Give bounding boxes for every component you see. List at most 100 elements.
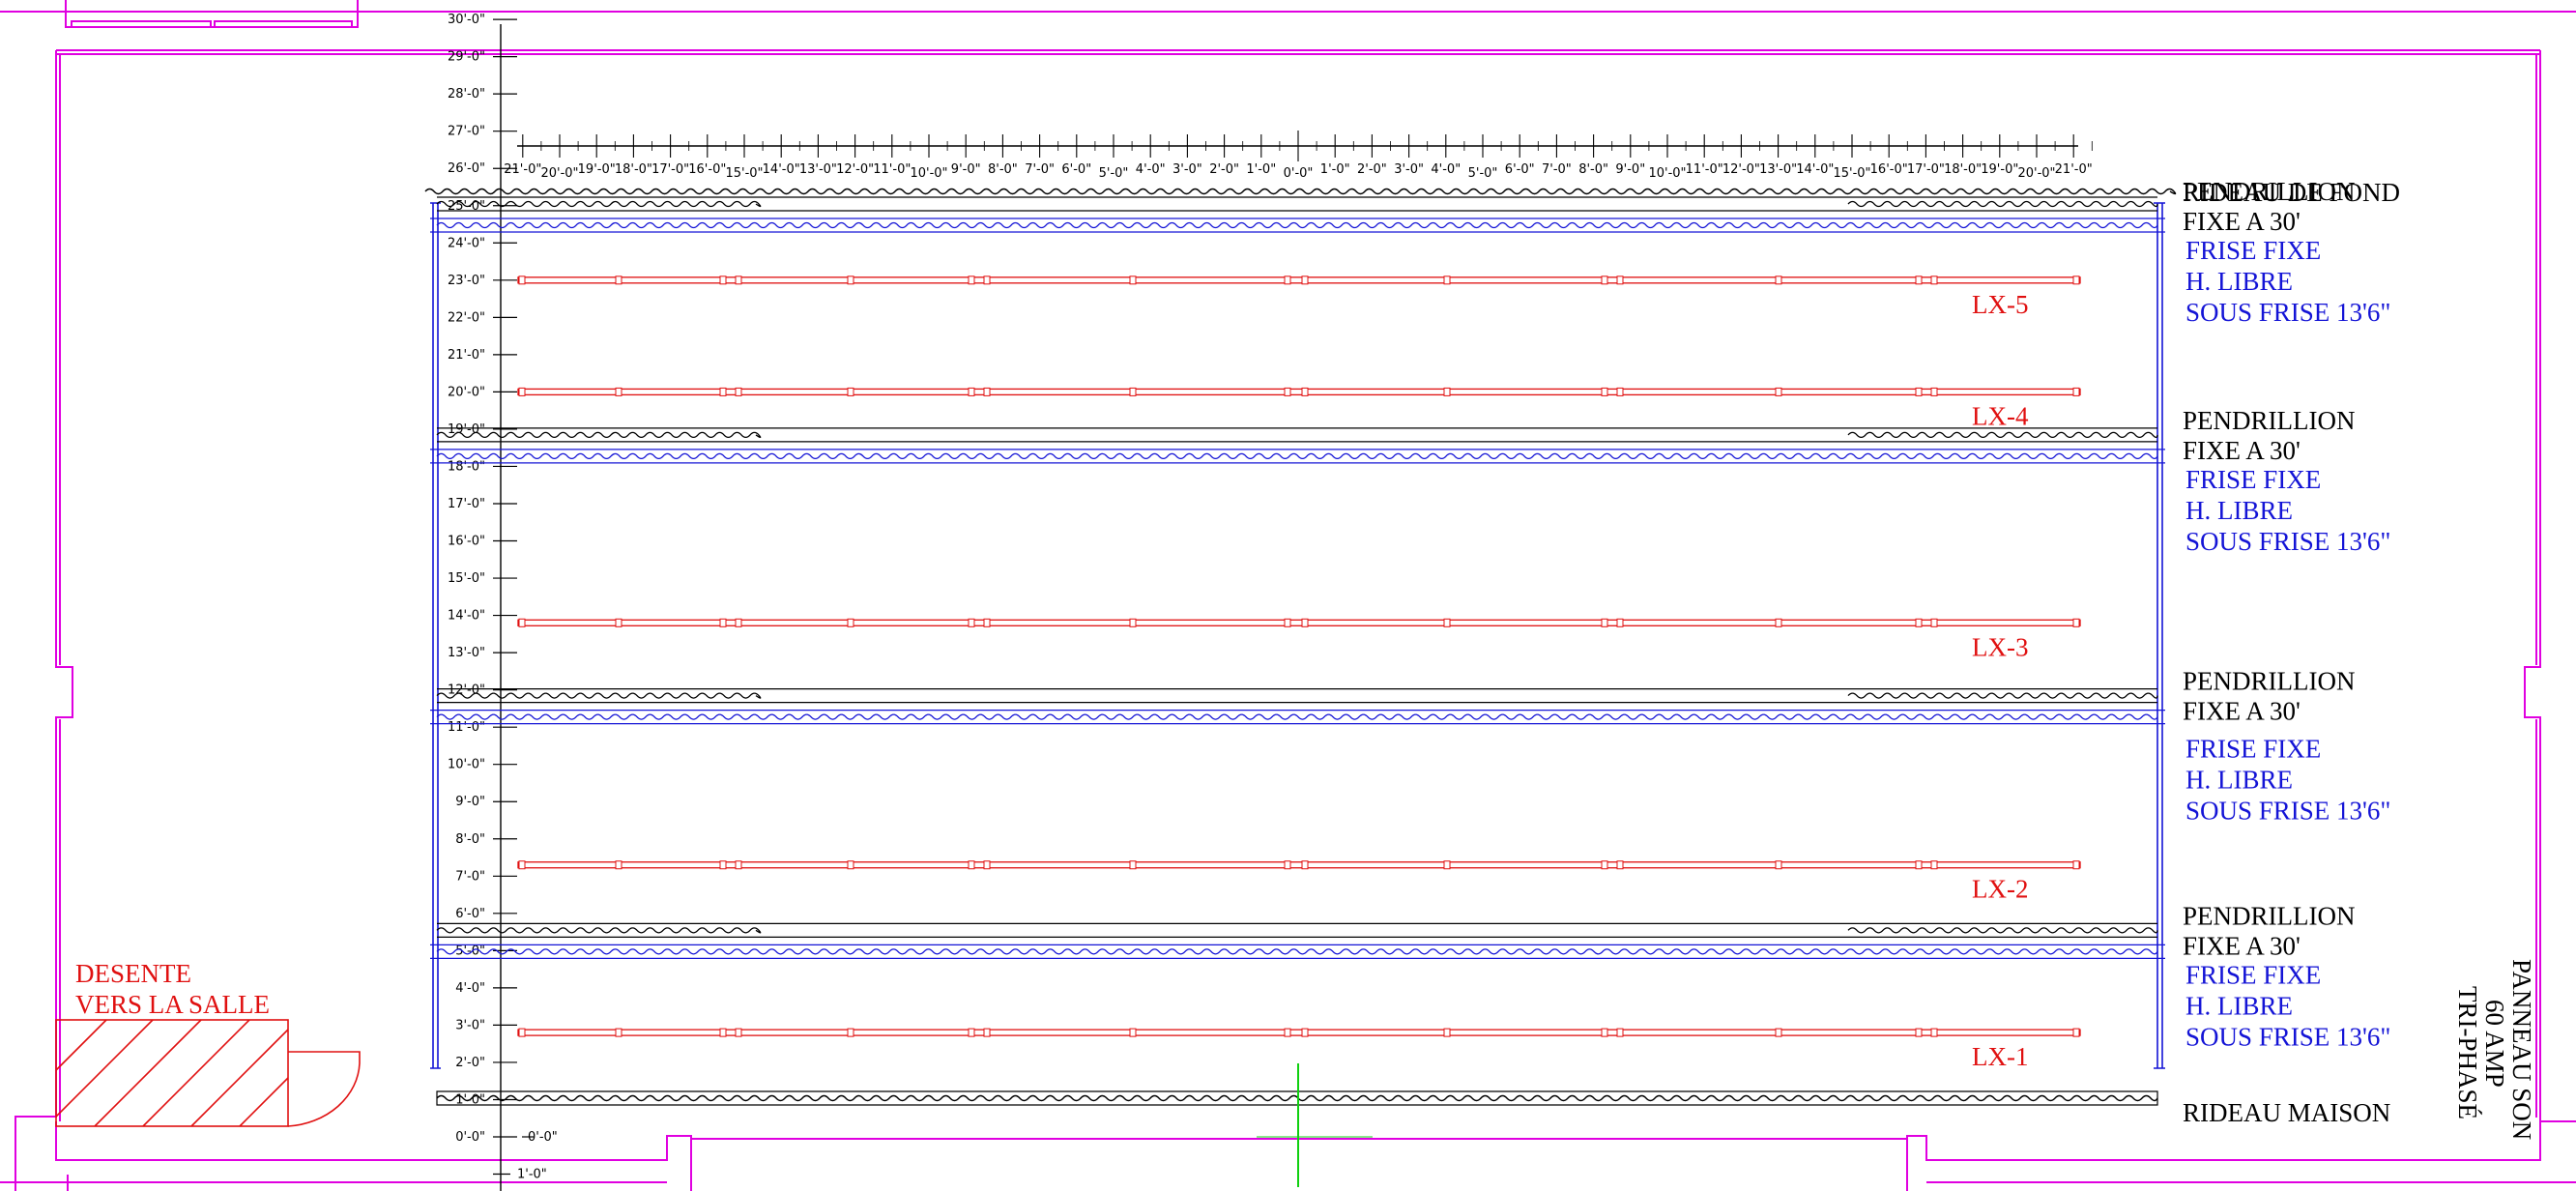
- vertical-tick-label: 14'-0": [448, 609, 485, 624]
- lighting-unit: [2072, 1028, 2080, 1037]
- note-frise-fixe: FRISE FIXE: [2185, 960, 2321, 989]
- lighting-unit: [735, 1028, 742, 1037]
- lighting-unit: [1301, 1028, 1309, 1037]
- border-pipe: [430, 709, 2165, 725]
- lighting-unit: [1915, 276, 1923, 285]
- vertical-tick-label: 10'-0": [448, 758, 485, 772]
- lighting-unit: [968, 276, 975, 285]
- wall-left: [14, 50, 73, 1191]
- electric-label: LX-2: [1972, 875, 2028, 904]
- lighting-unit: [1601, 276, 1608, 285]
- vertical-tick-label: 3'-0": [455, 1018, 485, 1032]
- electric-label: LX-3: [1972, 632, 2028, 661]
- vertical-tick-label: 22'-0": [448, 310, 485, 325]
- lighting-unit: [1601, 860, 1608, 870]
- lighting-unit: [1930, 387, 1938, 396]
- note-pendrillion: PENDRILLION: [2183, 901, 2355, 930]
- horizontal-tick-label: 7'-0": [1542, 162, 1572, 177]
- lighting-unit: [1284, 387, 1291, 396]
- horizontal-tick-label: 4'-0": [1431, 162, 1461, 177]
- horizontal-tick-label: 21'-0": [504, 162, 541, 177]
- electric-label: LX-5: [1972, 290, 2028, 319]
- sound-panel-note: PANNEAU SON 60 AMP TRI-PHASÉ: [2453, 959, 2536, 1140]
- lighting-unit: [1129, 618, 1137, 627]
- horizontal-tick-label: 12'-0": [836, 162, 874, 177]
- horizontal-tick-label: 16'-0": [1870, 162, 1908, 177]
- horizontal-tick-label: 15'-0": [1833, 166, 1870, 181]
- lighting-unit: [1930, 1028, 1938, 1037]
- panel-line2: 60 AMP: [2480, 1000, 2509, 1088]
- horizontal-tick-label: 14'-0": [763, 162, 800, 177]
- leg-left-drape: [436, 431, 762, 439]
- lighting-unit: [1443, 387, 1451, 396]
- lighting-unit: [1301, 618, 1309, 627]
- lighting-unit: [983, 860, 991, 870]
- lighting-unit: [983, 276, 991, 285]
- stair-door-swing: [287, 1051, 361, 1127]
- lighting-unit: [1301, 860, 1309, 870]
- lighting-unit: [1129, 276, 1137, 285]
- horizontal-tick-label: 18'-0": [1944, 162, 1982, 177]
- leg-set-pipe: [437, 922, 2157, 938]
- note-sous-frise: SOUS FRISE 13'6": [2185, 298, 2390, 327]
- lighting-unit: [735, 276, 742, 285]
- lighting-unit: [1601, 1028, 1608, 1037]
- lighting-unit: [719, 618, 727, 627]
- leg-right-drape: [1847, 927, 2158, 934]
- vertical-tick-label-below: 1'-0": [517, 1168, 547, 1182]
- leg-right-drape: [1847, 692, 2158, 699]
- lighting-unit: [1775, 276, 1782, 285]
- vertical-tick-label: 30'-0": [448, 13, 485, 27]
- lighting-unit: [615, 1028, 622, 1037]
- lighting-unit: [719, 1028, 727, 1037]
- vertical-tick-label: 16'-0": [448, 535, 485, 549]
- vertical-tick-label: 23'-0": [448, 274, 485, 288]
- lighting-unit: [1930, 860, 1938, 870]
- horizontal-tick-label: 12'-0": [1722, 162, 1760, 177]
- border-pipe: [430, 449, 2165, 464]
- lighting-unit: [847, 1028, 854, 1037]
- lighting-unit: [1930, 276, 1938, 285]
- leg-right-drape: [1847, 431, 2158, 439]
- horizontal-tick-label: 6'-0": [1061, 162, 1091, 177]
- lighting-unit: [615, 618, 622, 627]
- lighting-unit: [1775, 618, 1782, 627]
- lighting-unit: [1915, 387, 1923, 396]
- note-h-libre: H. LIBRE: [2185, 267, 2293, 296]
- lighting-unit: [1284, 1028, 1291, 1037]
- horizontal-tick-label: 10'-0": [1648, 166, 1686, 181]
- vertical-tick-label: 0'-0": [455, 1130, 485, 1145]
- vertical-tick-label: 24'-0": [448, 236, 485, 250]
- zero-reference-label: 0'-0": [528, 1130, 558, 1145]
- lighting-unit: [518, 1028, 526, 1037]
- wall-top-inner: [56, 49, 2540, 55]
- lighting-unit: [847, 276, 854, 285]
- panel-line1: PANNEAU SON: [2507, 959, 2536, 1140]
- lighting-unit: [1129, 1028, 1137, 1037]
- note-sous-frise: SOUS FRISE 13'6": [2185, 797, 2390, 826]
- horizontal-tick-label: 6'-0": [1505, 162, 1535, 177]
- electric-pipe: [517, 1029, 2081, 1036]
- vertical-tick-label: 2'-0": [455, 1056, 485, 1070]
- lighting-unit: [1616, 860, 1624, 870]
- lighting-unit: [968, 618, 975, 627]
- lighting-unit: [518, 276, 526, 285]
- electric-pipe: [517, 276, 2081, 284]
- lighting-unit: [968, 387, 975, 396]
- horizontal-tick-label: 3'-0": [1394, 162, 1424, 177]
- horizontal-tick-label: 11'-0": [1686, 162, 1723, 177]
- horizontal-tick-label: 21'-0": [2055, 162, 2093, 177]
- stair-box: [55, 1019, 289, 1127]
- vertical-tick-label: 21'-0": [448, 348, 485, 363]
- horizontal-tick-label: 1'-0": [1320, 162, 1350, 177]
- note-h-libre: H. LIBRE: [2185, 991, 2293, 1020]
- border-pipe: [430, 944, 2165, 959]
- top-door: [65, 0, 359, 28]
- note-sous-frise: SOUS FRISE 13'6": [2185, 527, 2390, 556]
- lighting-unit: [1443, 276, 1451, 285]
- lighting-unit: [1915, 618, 1923, 627]
- lighting-unit: [1915, 860, 1923, 870]
- leg-right-drape: [1847, 200, 2158, 208]
- vertical-tick-label: 18'-0": [448, 459, 485, 474]
- border-drape: [436, 713, 2158, 720]
